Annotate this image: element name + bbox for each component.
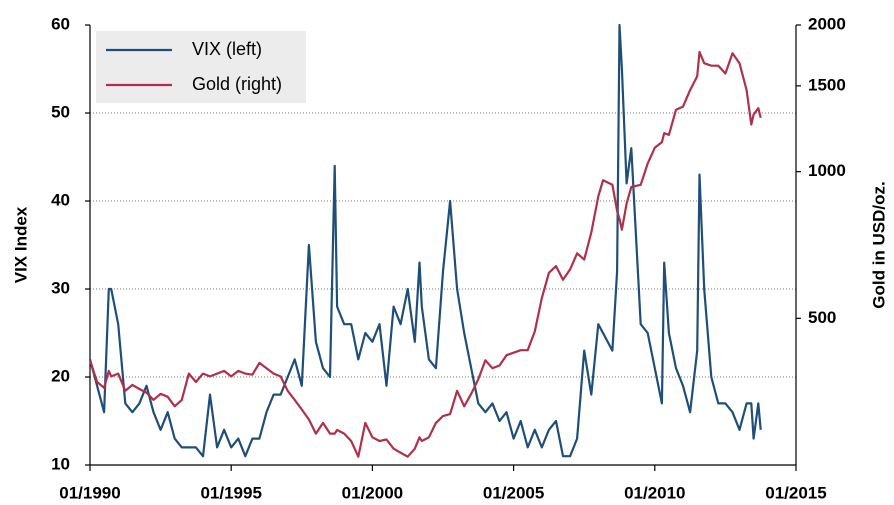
legend-label: Gold (right)	[192, 74, 282, 94]
x-tick-label: 01/1990	[59, 483, 120, 502]
y-tick-label: 60	[51, 14, 70, 33]
y2-tick-label: 1000	[808, 161, 846, 180]
y-tick-label: 50	[51, 102, 70, 121]
y-tick-label: 20	[51, 366, 70, 385]
y2-axis-title: Gold in USD/oz.	[869, 181, 888, 309]
y-axis-title: VIX Index	[11, 206, 30, 283]
legend-box	[96, 31, 306, 103]
legend-label: VIX (left)	[192, 39, 262, 59]
x-tick-label: 01/1995	[200, 483, 261, 502]
y-tick-label: 40	[51, 190, 70, 209]
y2-tick-label: 2000	[808, 14, 846, 33]
y-tick-label: 10	[51, 454, 70, 473]
series-line	[88, 50, 762, 458]
y2-tick-label: 1500	[808, 75, 846, 94]
y2-tick-label: 500	[808, 308, 836, 327]
x-tick-label: 01/2005	[483, 483, 544, 502]
x-tick-label: 01/2010	[624, 483, 685, 502]
y-tick-label: 30	[51, 278, 70, 297]
series-line	[88, 23, 762, 458]
x-tick-label: 01/2000	[342, 483, 403, 502]
x-tick-label: 01/2015	[765, 483, 826, 502]
